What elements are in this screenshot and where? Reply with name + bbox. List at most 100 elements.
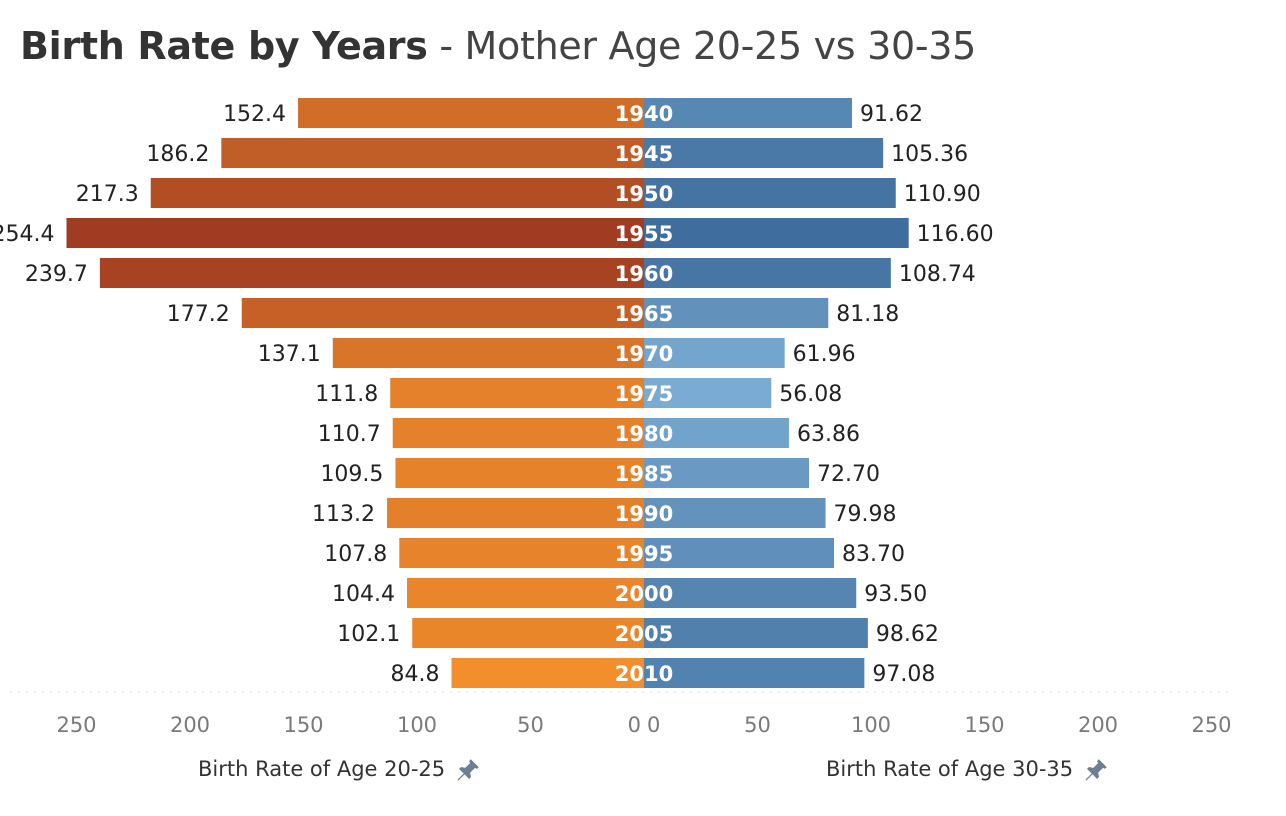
value-label-right-1960: 108.74	[899, 262, 976, 287]
value-label-right-1985: 72.70	[817, 462, 880, 487]
pin-icon[interactable]	[455, 757, 481, 783]
value-label-right-2005: 98.62	[876, 622, 939, 647]
bar-right-1980[interactable]	[644, 418, 789, 448]
value-label-left-2000: 104.4	[332, 582, 395, 607]
value-label-right-1970: 61.96	[793, 342, 856, 367]
bar-right-1945[interactable]	[644, 138, 884, 168]
year-label-1970: 1970	[615, 342, 673, 366]
year-label-1950: 1950	[615, 182, 673, 206]
value-label-left-1965: 177.2	[167, 302, 230, 327]
left-axis-ticks: 0 50 100 150 200 250	[56, 713, 641, 737]
value-label-right-1990: 79.98	[834, 502, 897, 527]
value-label-left-1985: 109.5	[320, 462, 383, 487]
bar-right-1990[interactable]	[644, 498, 826, 528]
bar-left-1950[interactable]	[150, 178, 644, 208]
tick-left-200: 200	[170, 713, 210, 737]
right-axis-title-text: Birth Rate of Age 30-35	[826, 757, 1074, 781]
tick-left-250: 250	[56, 713, 96, 737]
bar-right-1995[interactable]	[644, 538, 834, 568]
value-label-right-2010: 97.08	[872, 662, 935, 687]
left-axis-title: Birth Rate of Age 20-25	[198, 757, 481, 783]
bar-right-1960[interactable]	[644, 258, 891, 288]
value-label-right-1995: 83.70	[842, 542, 905, 567]
year-label-1965: 1965	[615, 302, 673, 326]
right-series-bars	[644, 98, 909, 688]
pin-icon[interactable]	[1083, 757, 1109, 783]
right-axis-ticks: 0 50 100 150 200 250	[647, 713, 1232, 737]
value-label-left-1960: 239.7	[25, 262, 88, 287]
bar-right-1965[interactable]	[644, 298, 829, 328]
bar-left-2010[interactable]	[451, 658, 644, 688]
year-label-2000: 2000	[615, 582, 673, 606]
bar-right-1940[interactable]	[644, 98, 852, 128]
bar-left-1965[interactable]	[241, 298, 645, 328]
value-label-left-1950: 217.3	[76, 182, 139, 207]
bar-left-1955[interactable]	[66, 218, 644, 248]
year-label-1980: 1980	[615, 422, 673, 446]
bar-left-1970[interactable]	[332, 338, 644, 368]
year-label-1940: 1940	[615, 102, 673, 126]
left-value-labels: 152.4 186.2 217.3 254.4 239.7 177.2 137.1 111.8…	[0, 102, 440, 687]
bar-right-1955[interactable]	[644, 218, 909, 248]
bar-right-1970[interactable]	[644, 338, 785, 368]
tick-right-100: 100	[851, 713, 891, 737]
value-label-right-2000: 93.50	[864, 582, 927, 607]
value-label-left-2010: 84.8	[391, 662, 440, 687]
left-axis-title-text: Birth Rate of Age 20-25	[198, 757, 446, 781]
tick-left-50: 50	[517, 713, 544, 737]
bar-right-1950[interactable]	[644, 178, 896, 208]
tick-right-200: 200	[1078, 713, 1118, 737]
bar-right-1985[interactable]	[644, 458, 810, 488]
value-label-left-1955: 254.4	[0, 222, 55, 247]
tick-left-100: 100	[397, 713, 437, 737]
year-label-1955: 1955	[615, 222, 673, 246]
bar-left-1975[interactable]	[390, 378, 644, 408]
value-label-left-1940: 152.4	[223, 102, 286, 127]
chart-title-main: Birth Rate by Years	[20, 24, 428, 68]
value-label-right-1980: 63.86	[797, 422, 860, 447]
value-label-right-1965: 81.18	[836, 302, 899, 327]
chart-title: Birth Rate by Years - Mother Age 20-25 v…	[20, 24, 976, 68]
bar-left-1960[interactable]	[99, 258, 645, 288]
value-label-right-1950: 110.90	[904, 182, 981, 207]
diverging-bar-chart: 152.4 186.2 217.3 254.4 239.7 177.2 137.1 111.8…	[0, 98, 1232, 737]
value-label-left-1970: 137.1	[258, 342, 321, 367]
year-label-1960: 1960	[615, 262, 673, 286]
value-label-left-1980: 110.7	[318, 422, 381, 447]
year-label-1990: 1990	[615, 502, 673, 526]
bar-left-1990[interactable]	[387, 498, 644, 528]
value-label-left-1975: 111.8	[315, 382, 378, 407]
year-labels: 1940 1945 1950 1955 1960 1965 1970 1975 1980 1985…	[615, 102, 673, 686]
right-axis-title: Birth Rate of Age 30-35	[826, 757, 1109, 783]
year-label-1945: 1945	[615, 142, 673, 166]
tick-right-0: 0	[647, 713, 660, 737]
bar-left-1985[interactable]	[395, 458, 644, 488]
year-label-1985: 1985	[615, 462, 673, 486]
tick-left-0: 0	[628, 713, 641, 737]
value-label-right-1955: 116.60	[917, 222, 994, 247]
tick-right-150: 150	[964, 713, 1004, 737]
value-label-right-1940: 91.62	[860, 102, 923, 127]
bar-left-1980[interactable]	[392, 418, 644, 448]
year-label-2005: 2005	[615, 622, 673, 646]
value-label-left-2005: 102.1	[337, 622, 400, 647]
tick-left-150: 150	[283, 713, 323, 737]
year-label-2010: 2010	[615, 662, 673, 686]
bar-right-2010[interactable]	[644, 658, 865, 688]
bar-right-2000[interactable]	[644, 578, 857, 608]
bar-left-2005[interactable]	[412, 618, 644, 648]
value-label-right-1975: 56.08	[779, 382, 842, 407]
bar-left-1995[interactable]	[399, 538, 644, 568]
bar-left-1945[interactable]	[221, 138, 645, 168]
year-label-1995: 1995	[615, 542, 673, 566]
year-label-1975: 1975	[615, 382, 673, 406]
bar-left-1940[interactable]	[298, 98, 644, 128]
value-label-right-1945: 105.36	[891, 142, 968, 167]
bar-right-2005[interactable]	[644, 618, 868, 648]
value-label-left-1945: 186.2	[146, 142, 209, 167]
value-label-left-1995: 107.8	[324, 542, 387, 567]
value-label-left-1990: 113.2	[312, 502, 375, 527]
bar-right-1975[interactable]	[644, 378, 772, 408]
bar-left-2000[interactable]	[407, 578, 644, 608]
